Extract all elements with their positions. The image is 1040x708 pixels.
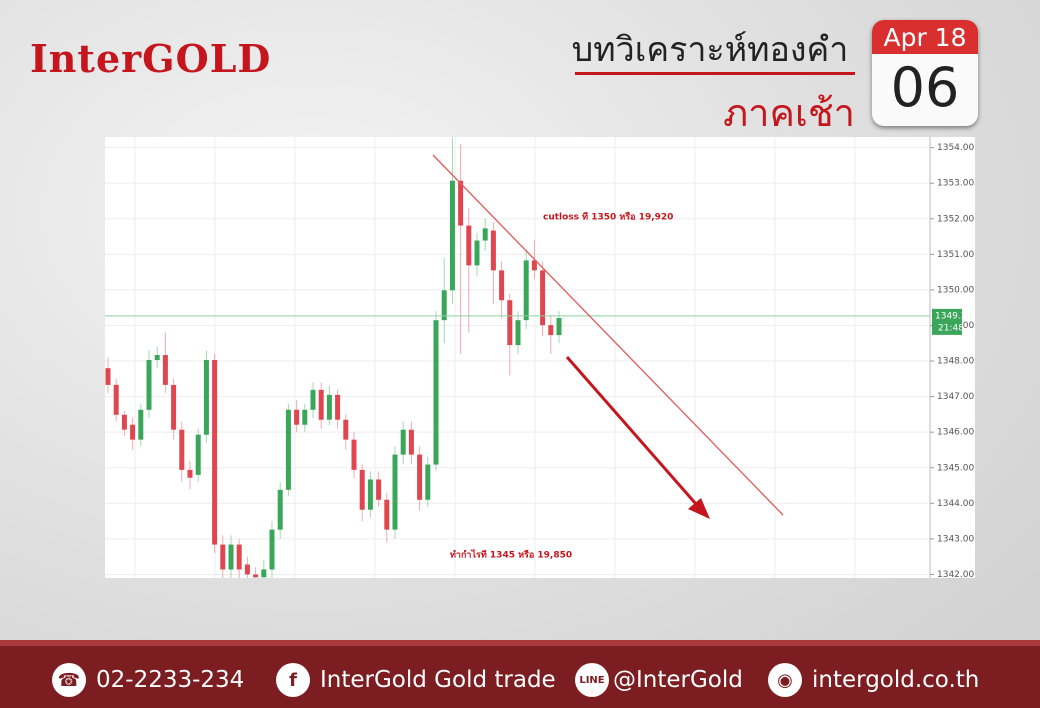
logo: InterGOLD <box>30 36 272 81</box>
candle-body <box>548 325 554 336</box>
candle-body <box>269 529 275 570</box>
candle-body <box>449 180 455 291</box>
y-tick-label: 1353.00 <box>937 179 974 189</box>
candle-body <box>523 260 529 321</box>
candle-body <box>384 499 390 530</box>
line-icon: LINE <box>575 663 609 697</box>
candle-body <box>236 544 242 570</box>
candle-body <box>310 389 316 410</box>
title: บทวิเคราะห์ทองคำ <box>571 30 849 70</box>
y-tick-label: 1344.00 <box>937 499 974 509</box>
candle-body <box>326 394 332 420</box>
y-tick-label: 1342.00 <box>937 570 974 578</box>
y-tick-label: 1350.00 <box>937 285 974 295</box>
subtitle: ภาคเช้า <box>723 91 855 135</box>
candle-body <box>408 429 414 455</box>
line-text: @InterGold <box>613 667 743 693</box>
candle-body <box>318 389 324 420</box>
candle-body <box>212 359 218 545</box>
facebook-text: InterGold Gold trade <box>320 667 556 693</box>
candle-body <box>179 429 185 470</box>
calendar: Apr 18 06 <box>872 20 978 126</box>
website-text: intergold.co.th <box>812 667 980 693</box>
line[interactable]: LINE @InterGold <box>575 663 743 697</box>
candle-body <box>482 228 488 241</box>
candle-body <box>335 394 341 420</box>
candle-body <box>425 464 431 500</box>
facebook[interactable]: f InterGold Gold trade <box>276 663 556 697</box>
candle-body <box>392 454 398 530</box>
calendar-day: 06 <box>890 56 960 119</box>
candle-body <box>154 355 160 360</box>
candle-body <box>138 409 144 440</box>
candle-body <box>105 368 111 385</box>
candle-body <box>490 230 496 271</box>
arrow-line <box>565 356 705 513</box>
candle-body <box>400 429 406 455</box>
candle-body <box>121 414 127 430</box>
candle-body <box>261 569 267 578</box>
candle-body <box>474 240 480 266</box>
annotation: cutloss ที 1350 หรือ 19,920 <box>543 211 673 223</box>
candle-body <box>302 409 308 425</box>
candle-body <box>146 359 152 410</box>
chart: 1342.00 1343.00 1344.00 1345.00 1346.00 1347.… <box>105 137 975 578</box>
candle-body <box>556 318 562 336</box>
calendar-month: Apr 18 <box>872 20 978 54</box>
candle-body <box>343 419 349 440</box>
candle-body <box>441 290 447 321</box>
candle-body <box>187 469 193 478</box>
candle-body <box>285 409 291 490</box>
candle-body <box>203 359 209 435</box>
arrow-head <box>688 498 710 519</box>
candle-body <box>499 270 505 301</box>
candle-body <box>376 479 382 500</box>
y-tick-label: 1354.00 <box>937 143 974 153</box>
trend-line <box>432 154 784 516</box>
y-tick-label: 1343.00 <box>937 534 974 544</box>
website[interactable]: ◉ intergold.co.th <box>768 663 979 697</box>
candle-body <box>130 424 136 440</box>
last-time-label: 21:48 <box>938 323 964 333</box>
candle-body <box>162 355 168 385</box>
candle-body <box>277 489 283 530</box>
title-rule <box>575 72 855 75</box>
candle-body <box>540 270 546 326</box>
candle-body <box>515 320 521 346</box>
candle-body <box>531 260 537 271</box>
candle-body <box>351 439 357 470</box>
candle-body <box>466 225 472 266</box>
y-tick-label: 1351.00 <box>937 250 974 260</box>
candle-body <box>228 544 234 570</box>
candle-body <box>244 564 250 575</box>
candle-body <box>417 454 423 500</box>
chart-background <box>105 137 975 578</box>
phone-icon: ☎ <box>52 663 86 697</box>
candle-body <box>458 180 464 226</box>
annotation: ทำกำไรที 1345 หรือ 19,850 <box>450 549 572 561</box>
candle-body <box>113 384 119 415</box>
y-tick-label: 1352.00 <box>937 214 974 224</box>
candle-body <box>294 409 300 425</box>
y-tick-label: 1345.00 <box>937 463 974 473</box>
facebook-icon: f <box>276 663 310 697</box>
candle-body <box>359 469 365 510</box>
candle-body <box>433 320 439 465</box>
candle-body <box>171 384 177 430</box>
candle-body <box>367 479 373 510</box>
candle-body <box>195 434 201 475</box>
y-tick-label: 1347.00 <box>937 392 974 402</box>
footer: ☎ 02-2233-234 f InterGold Gold trade LINE @… <box>0 640 1040 708</box>
y-tick-label: 1346.00 <box>937 428 974 438</box>
last-price-label: 1349.27 <box>935 311 972 321</box>
phone[interactable]: ☎ 02-2233-234 <box>52 663 244 697</box>
candle-body <box>253 574 259 578</box>
website-icon: ◉ <box>768 663 802 697</box>
last-price-box <box>932 308 962 335</box>
candle-body <box>220 544 226 570</box>
candle-body <box>507 300 513 346</box>
phone-text: 02-2233-234 <box>96 667 245 693</box>
y-tick-label: 1348.00 <box>937 357 974 367</box>
